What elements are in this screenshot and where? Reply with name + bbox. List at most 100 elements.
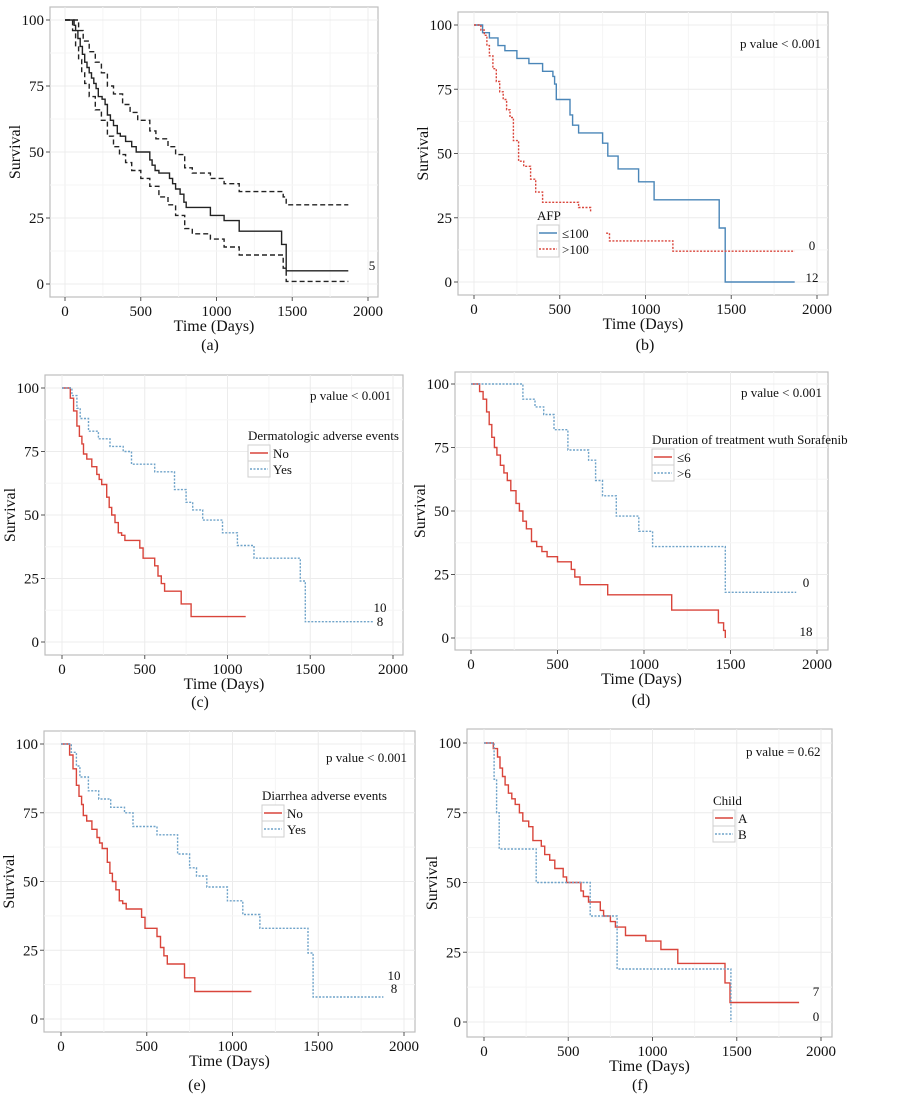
series-line-100 bbox=[474, 24, 795, 283]
x-tick-label: 1500 bbox=[716, 657, 746, 673]
legend-entry-label: >6 bbox=[677, 466, 691, 481]
x-tick-label: 1000 bbox=[629, 657, 659, 673]
y-tick-label: 50 bbox=[446, 876, 461, 892]
y-tick-label: 25 bbox=[29, 211, 44, 227]
series-line-A bbox=[484, 742, 800, 1004]
x-tick-label: 1500 bbox=[303, 1039, 333, 1055]
p-value-label: p value < 0.001 bbox=[741, 385, 822, 400]
y-tick-label: 75 bbox=[24, 445, 39, 461]
end-count-label: 0 bbox=[803, 575, 810, 590]
y-tick-label: 50 bbox=[29, 145, 44, 161]
end-count-label: 7 bbox=[813, 984, 820, 999]
legend-title: Child bbox=[713, 793, 742, 808]
end-count-label: 8 bbox=[391, 981, 398, 996]
panel-d: 0 500 1000 1500 2000 0 25 50 75 100 Time (Days) Sur… bbox=[412, 371, 848, 709]
y-tick-label: 100 bbox=[427, 377, 450, 393]
series-line-6 bbox=[471, 383, 797, 593]
x-axis-label: Time (Days) bbox=[601, 671, 682, 688]
x-axis-label: Time (Days) bbox=[609, 1058, 690, 1075]
p-value-label: p value < 0.001 bbox=[326, 750, 407, 765]
y-tick-label: 0 bbox=[31, 1012, 39, 1028]
series-line-6 bbox=[471, 383, 726, 638]
y-tick-label: 0 bbox=[37, 277, 45, 293]
end-count-label: 0 bbox=[813, 1009, 820, 1024]
p-value-label: p value < 0.001 bbox=[310, 388, 391, 403]
y-axis-label: Survival bbox=[1, 854, 18, 909]
end-count-label: 12 bbox=[806, 270, 819, 285]
x-tick-label: 1500 bbox=[722, 1044, 752, 1060]
y-tick-label: 25 bbox=[437, 211, 452, 227]
p-value-label: p value = 0.62 bbox=[746, 744, 820, 759]
x-tick-label: 500 bbox=[134, 662, 157, 678]
series-line-UpperCI bbox=[65, 19, 349, 206]
x-tick-label: 1000 bbox=[638, 1044, 668, 1060]
legend-entry-label: B bbox=[738, 827, 747, 842]
panel-caption: (f) bbox=[632, 1077, 648, 1094]
x-tick-label: 2000 bbox=[378, 662, 408, 678]
legend: Duration of treatment wuth Sorafenib ≤6>6 bbox=[651, 432, 848, 482]
y-axis-label: Survival bbox=[415, 126, 432, 181]
x-tick-label: 1500 bbox=[716, 302, 746, 318]
legend-entry-label: >100 bbox=[562, 242, 589, 257]
legend-entry-label: A bbox=[738, 811, 748, 826]
x-tick-label: 0 bbox=[61, 304, 69, 320]
y-axis-label: Survival bbox=[424, 855, 441, 910]
x-tick-label: 0 bbox=[57, 1039, 65, 1055]
y-tick-label: 100 bbox=[439, 736, 462, 752]
x-tick-label: 1000 bbox=[631, 302, 661, 318]
end-count-label: 5 bbox=[369, 258, 376, 273]
y-tick-label: 75 bbox=[434, 441, 449, 457]
y-tick-label: 75 bbox=[23, 806, 38, 822]
y-tick-label: 75 bbox=[437, 82, 452, 98]
x-tick-label: 2000 bbox=[802, 657, 832, 673]
x-tick-label: 2000 bbox=[353, 304, 383, 320]
x-axis-label: Time (Days) bbox=[603, 316, 684, 333]
x-tick-label: 0 bbox=[470, 302, 478, 318]
legend-title: Duration of treatment wuth Sorafenib bbox=[652, 432, 848, 447]
x-axis-label: Time (Days) bbox=[189, 1053, 270, 1070]
y-axis-label: Survival bbox=[7, 124, 24, 179]
y-tick-label: 50 bbox=[437, 147, 452, 163]
panel-caption: (c) bbox=[191, 694, 209, 711]
x-tick-label: 500 bbox=[549, 302, 572, 318]
x-tick-label: 1500 bbox=[277, 304, 307, 320]
end-count-label: 10 bbox=[388, 968, 401, 983]
y-tick-label: 100 bbox=[430, 18, 453, 34]
y-tick-label: 0 bbox=[32, 635, 40, 651]
y-tick-label: 50 bbox=[434, 504, 449, 520]
y-tick-label: 100 bbox=[22, 13, 45, 29]
legend-entry-label: ≤6 bbox=[677, 450, 691, 465]
legend-entry-label: No bbox=[287, 806, 303, 821]
series-line-No bbox=[62, 387, 246, 618]
end-count-label: 10 bbox=[374, 600, 387, 615]
series-line-Yes bbox=[61, 743, 384, 998]
y-tick-label: 0 bbox=[442, 631, 450, 647]
legend-entry-label: Yes bbox=[287, 822, 306, 837]
series-line-segment bbox=[606, 232, 795, 252]
panel-caption: (e) bbox=[188, 1077, 206, 1094]
x-tick-label: 2000 bbox=[389, 1039, 419, 1055]
y-tick-label: 25 bbox=[23, 943, 38, 959]
x-tick-label: 2000 bbox=[806, 1044, 836, 1060]
panel-caption: (b) bbox=[636, 337, 655, 354]
end-count-label: 0 bbox=[809, 238, 816, 253]
legend: AFP≤100>100 bbox=[536, 208, 589, 258]
y-tick-label: 50 bbox=[23, 875, 38, 891]
x-tick-label: 500 bbox=[136, 1039, 159, 1055]
x-tick-label: 500 bbox=[546, 657, 569, 673]
x-tick-label: 500 bbox=[557, 1044, 580, 1060]
x-tick-label: 0 bbox=[467, 657, 475, 673]
series-line-Yes bbox=[62, 387, 374, 623]
legend-title: Diarrhea adverse events bbox=[262, 788, 387, 803]
legend-title: AFP bbox=[537, 208, 561, 223]
series-line-No bbox=[61, 743, 252, 993]
panel-f: 0 500 1000 1500 2000 0 25 50 75 100 Time (Days) Sur… bbox=[424, 728, 836, 1094]
panel-a: 0 500 1000 1500 2000 0 25 50 75 100 Time (Days) Sur… bbox=[7, 6, 383, 354]
end-count-label: 8 bbox=[377, 614, 384, 629]
y-tick-label: 25 bbox=[446, 945, 461, 961]
p-value-label: p value < 0.001 bbox=[740, 36, 821, 51]
y-tick-label: 100 bbox=[16, 737, 39, 753]
panel-caption: (d) bbox=[632, 692, 651, 709]
y-axis-label: Survival bbox=[2, 487, 19, 542]
